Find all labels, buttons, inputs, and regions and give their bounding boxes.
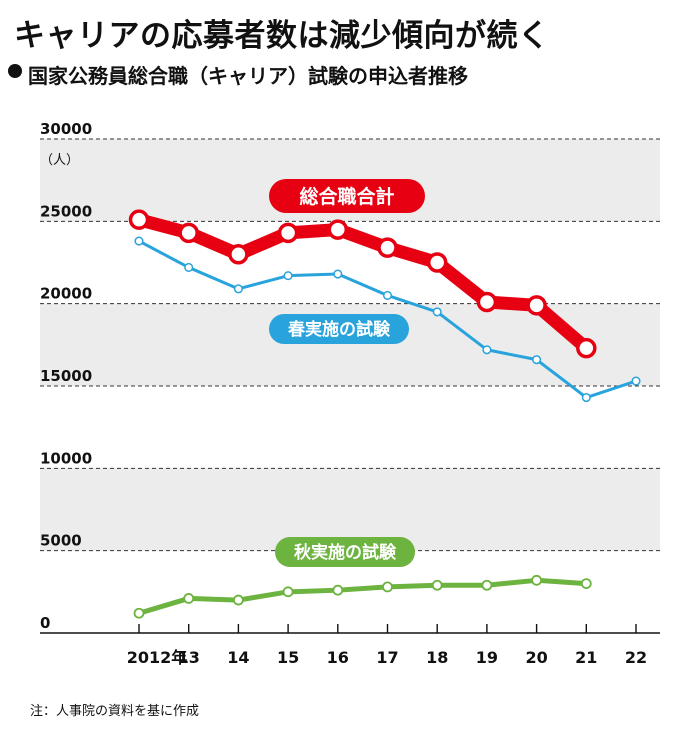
x-tick-label: 17 bbox=[376, 648, 398, 667]
data-point bbox=[233, 284, 243, 294]
data-point bbox=[526, 295, 547, 316]
series-line-0 bbox=[132, 213, 593, 355]
data-point bbox=[184, 262, 194, 272]
data-point bbox=[432, 307, 442, 317]
source-note: 注：人事院の資料を基に作成 bbox=[30, 704, 200, 719]
data-point bbox=[128, 209, 150, 230]
x-tick-label: 14 bbox=[227, 648, 249, 667]
x-tick-label: 21 bbox=[575, 648, 597, 667]
x-tick-label: 2012年 bbox=[127, 648, 188, 667]
y-tick-label: 0 bbox=[40, 614, 50, 632]
data-point bbox=[377, 237, 398, 258]
x-tick-label: 19 bbox=[476, 648, 498, 667]
series-label: 秋実施の試験 bbox=[294, 542, 397, 563]
data-point bbox=[382, 290, 393, 300]
y-tick-label: 25000 bbox=[40, 202, 92, 220]
data-point bbox=[282, 586, 294, 598]
series-label-badge bbox=[269, 179, 425, 213]
x-tick-label: 16 bbox=[327, 648, 349, 667]
data-point bbox=[283, 271, 293, 281]
y-tick-label: 10000 bbox=[40, 449, 92, 467]
x-tick-label: 13 bbox=[178, 648, 200, 667]
data-point bbox=[631, 376, 641, 386]
data-point bbox=[228, 244, 249, 265]
data-point bbox=[426, 252, 448, 273]
chart-subtitle: 国家公務員総合職（キャリア）試験の申込者推移 bbox=[8, 60, 468, 89]
data-point bbox=[178, 222, 199, 244]
series-label: 総合職合計 bbox=[299, 185, 394, 208]
data-point bbox=[580, 578, 592, 589]
data-point bbox=[327, 219, 349, 240]
y-unit-label: （人） bbox=[40, 153, 79, 168]
data-point bbox=[531, 574, 542, 586]
series-label-badge bbox=[275, 537, 415, 567]
data-point bbox=[576, 337, 597, 359]
y-tick-label: 5000 bbox=[40, 532, 82, 550]
data-point bbox=[133, 607, 145, 619]
grid-band bbox=[40, 468, 660, 551]
data-point bbox=[183, 593, 195, 604]
bullet-icon bbox=[8, 64, 22, 78]
data-point bbox=[332, 584, 344, 596]
y-tick-label: 20000 bbox=[40, 285, 92, 303]
data-point bbox=[382, 581, 393, 593]
data-point bbox=[232, 594, 244, 606]
subtitle-text: 国家公務員総合職（キャリア）試験の申込者推移 bbox=[28, 64, 468, 88]
data-point bbox=[481, 579, 493, 591]
x-tick-label: 15 bbox=[277, 648, 299, 667]
series-label-badge bbox=[269, 314, 409, 344]
chart-title: キャリアの応募者数は減少傾向が続く bbox=[14, 18, 550, 54]
data-point bbox=[532, 355, 542, 365]
data-point bbox=[333, 269, 343, 279]
data-point bbox=[277, 222, 299, 244]
y-tick-label: 30000 bbox=[40, 120, 92, 138]
data-point bbox=[476, 291, 498, 313]
series-label: 春実施の試験 bbox=[288, 319, 391, 340]
data-point bbox=[134, 236, 144, 246]
x-tick-label: 18 bbox=[426, 648, 448, 667]
x-tick-label: 22 bbox=[625, 648, 647, 667]
data-point bbox=[581, 392, 591, 403]
y-tick-label: 15000 bbox=[40, 367, 92, 385]
data-point bbox=[431, 579, 443, 591]
series-line-2 bbox=[136, 577, 589, 616]
data-point bbox=[482, 345, 492, 355]
x-tick-label: 20 bbox=[525, 648, 547, 667]
